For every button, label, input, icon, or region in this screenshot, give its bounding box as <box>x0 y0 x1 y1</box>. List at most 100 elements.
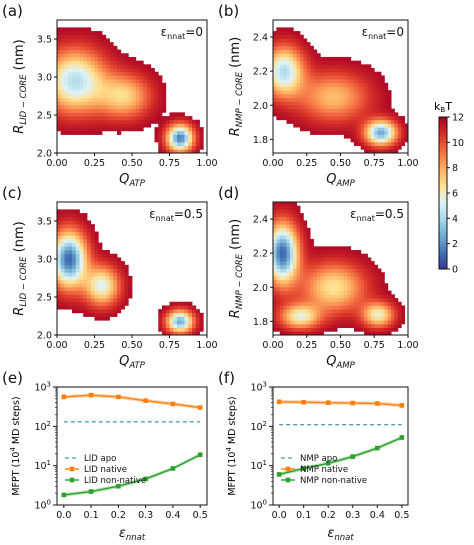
heatmap-cell <box>192 327 197 332</box>
heatmap-cell <box>273 268 277 273</box>
heatmap-cell <box>364 290 368 295</box>
heatmap-cell <box>79 261 84 266</box>
heatmap-cell <box>354 60 358 65</box>
heatmap-cell <box>360 275 365 280</box>
heatmap-cell <box>273 231 277 236</box>
heatmap-cell <box>364 130 368 135</box>
heatmap-cell <box>350 123 355 128</box>
heatmap-cell <box>83 90 88 95</box>
heatmap-cell <box>354 309 358 314</box>
heatmap-cell <box>273 309 277 314</box>
colorbar-segment <box>439 177 447 181</box>
heatmap-cell <box>387 130 392 135</box>
colorbar-segment <box>439 136 447 140</box>
heatmap-cell <box>367 90 372 95</box>
heatmap-cell <box>98 261 103 266</box>
heatmap-cell <box>102 112 107 117</box>
heatmap-cell <box>72 116 77 121</box>
heatmap-cell <box>337 264 341 269</box>
heatmap-cell <box>370 312 375 317</box>
heatmap-cell <box>347 316 352 321</box>
heatmap-cell <box>279 79 284 84</box>
heatmap-cell <box>286 242 291 247</box>
heatmap-cell <box>357 264 362 269</box>
heatmap-cell <box>377 101 382 106</box>
heatmap-cell <box>330 60 335 65</box>
panel-label: (d) <box>218 184 239 202</box>
heatmap-cell <box>98 312 103 317</box>
heatmap-cell <box>180 149 185 154</box>
heatmap-cell <box>367 64 372 69</box>
heatmap-cell <box>300 34 304 39</box>
heatmap-cell <box>303 231 308 236</box>
heatmap-cell <box>340 60 345 65</box>
heatmap-cell <box>87 68 92 73</box>
heatmap-cell <box>180 316 185 321</box>
heatmap-cell <box>289 298 294 303</box>
heatmap-cell <box>286 79 291 84</box>
heatmap-cell <box>306 49 311 54</box>
heatmap-cell <box>276 71 281 76</box>
heatmap-cell <box>296 209 301 214</box>
heatmap-cell <box>83 286 88 292</box>
heatmap-cell <box>60 272 65 277</box>
heatmap-cell <box>90 123 95 128</box>
heatmap-cell <box>286 104 291 110</box>
heatmap-cell <box>102 60 107 65</box>
heatmap-cell <box>337 268 341 273</box>
heatmap-cell <box>79 116 84 121</box>
heatmap-cell <box>68 130 73 135</box>
heatmap-cell <box>132 60 137 65</box>
heatmap-cell <box>147 64 152 69</box>
heatmap-cell <box>124 86 129 91</box>
heatmap-cell <box>340 82 345 87</box>
heatmap-cell <box>377 134 382 139</box>
colorbar-segment <box>439 142 447 146</box>
heatmap-cell <box>75 27 80 32</box>
heatmap-cell <box>316 301 321 306</box>
heatmap-cell <box>387 290 392 295</box>
heatmap-cell <box>296 38 301 43</box>
heatmap-cell <box>192 331 197 336</box>
heatmap-cell <box>184 323 189 329</box>
heatmap-cell <box>68 216 73 221</box>
heatmap-cell <box>94 301 99 306</box>
heatmap-cell <box>306 257 311 262</box>
heatmap-cell <box>98 56 103 62</box>
heatmap-cell <box>120 268 125 273</box>
heatmap-cell <box>347 298 352 303</box>
heatmap-cell <box>75 209 80 214</box>
heatmap-cell <box>276 257 281 262</box>
heatmap-cell <box>377 116 382 121</box>
heatmap-cell <box>384 134 389 139</box>
heatmap-cell <box>177 130 182 135</box>
heatmap-cell <box>340 68 345 73</box>
heatmap-cell <box>310 331 314 336</box>
heatmap-cell <box>354 279 358 284</box>
heatmap-cell <box>357 286 362 292</box>
heatmap-cell <box>128 286 133 292</box>
heatmap-cell <box>320 104 325 110</box>
heatmap-cell <box>105 112 110 117</box>
heatmap-cell <box>79 257 84 262</box>
heatmap-cell <box>162 108 167 113</box>
heatmap-cell <box>283 294 287 299</box>
heatmap-cell <box>354 253 358 258</box>
heatmap-cell <box>113 264 118 269</box>
heatmap-cell <box>340 130 345 135</box>
heatmap-cell <box>350 101 355 106</box>
heatmap-cell <box>173 301 178 306</box>
heatmap-cell <box>303 309 308 314</box>
heatmap-cell <box>94 112 99 117</box>
heatmap-cell <box>199 145 204 150</box>
heatmap-cell <box>79 305 84 310</box>
heatmap-cell <box>192 320 197 325</box>
heatmap-cell <box>320 75 325 80</box>
heatmap-cell <box>330 305 335 310</box>
heatmap-cell <box>327 327 331 332</box>
heatmap-cell <box>357 134 362 139</box>
heatmap-cell <box>350 138 355 143</box>
heatmap-cell <box>87 45 92 50</box>
heatmap-cell <box>60 119 65 124</box>
heatmap-cell <box>357 323 362 329</box>
